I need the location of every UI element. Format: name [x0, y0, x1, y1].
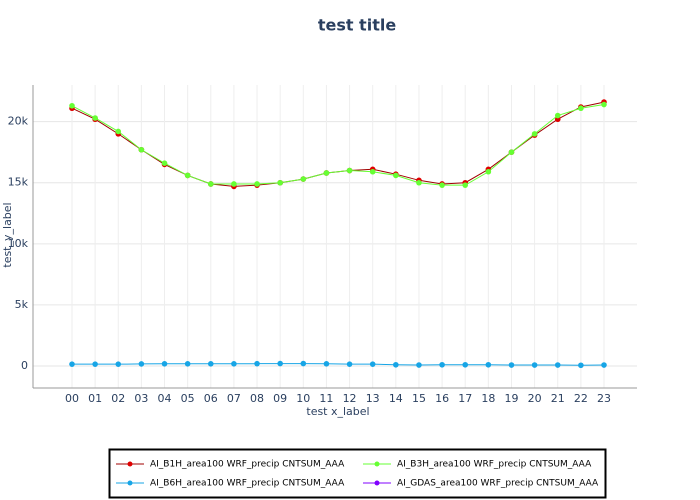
legend-label: AI_B1H_area100 WRF_precip CNTSUM_AAA — [150, 460, 345, 470]
x-tick-label: 02 — [111, 392, 125, 405]
series-point — [138, 146, 145, 153]
series-point — [346, 361, 353, 367]
series-point — [161, 160, 168, 166]
y-tick-label: 0 — [21, 359, 28, 372]
plot-area — [69, 99, 607, 369]
series-point — [323, 361, 330, 367]
y-axis-label: test_y_label — [1, 202, 14, 267]
series-point — [508, 362, 515, 368]
series-point — [369, 168, 376, 175]
series-point — [531, 362, 538, 368]
x-tick-label: 15 — [412, 392, 426, 405]
legend-marker — [127, 480, 133, 486]
series-point — [138, 361, 145, 367]
series-point — [115, 361, 122, 367]
series-point — [184, 361, 191, 367]
series-point — [554, 362, 561, 368]
x-tick-label: 19 — [504, 392, 518, 405]
x-tick-label: 14 — [389, 392, 403, 405]
series-point — [554, 112, 561, 119]
series-point — [300, 360, 307, 367]
series-point — [300, 176, 307, 182]
series-point — [207, 361, 214, 367]
x-tick-label: 12 — [343, 392, 357, 405]
x-tick-label: 00 — [65, 392, 79, 405]
series-line — [71, 101, 605, 187]
series-point — [485, 168, 492, 175]
grid: 0 5k 10k 15k 20k 00 01 02 03 04 05 06 07 08 09 10 11 12 13… — [8, 85, 637, 405]
series-point — [161, 361, 168, 367]
series-point — [115, 128, 122, 135]
series-point — [254, 181, 260, 187]
legend: AI_B1H_area100 WRF_precip CNTSUM_AAA AI_B… — [108, 448, 607, 499]
series-point — [277, 179, 283, 186]
y-tick-label: 20k — [8, 115, 29, 128]
series-point — [601, 101, 607, 108]
x-tick-label: 01 — [88, 392, 102, 405]
series-point — [485, 361, 492, 368]
series-point — [231, 181, 237, 187]
x-tick-label: 10 — [296, 392, 310, 405]
x-tick-label: 11 — [319, 392, 333, 405]
legend-marker — [127, 461, 133, 467]
x-tick-label: 17 — [458, 392, 472, 405]
series-point — [184, 172, 191, 179]
series-point — [231, 361, 237, 367]
series-point — [393, 361, 399, 368]
series-point — [439, 182, 445, 188]
x-tick-label: 21 — [551, 392, 565, 405]
x-axis-label: test x_label — [306, 405, 369, 418]
x-tick-label: 08 — [250, 392, 264, 405]
series-point — [92, 115, 98, 121]
series-point — [323, 170, 330, 176]
series-point — [578, 362, 584, 369]
y-tick-label: 15k — [8, 176, 29, 189]
chart-title: test title — [318, 16, 397, 35]
x-tick-label: 06 — [204, 392, 218, 405]
series-point — [531, 131, 538, 137]
series-point — [508, 149, 515, 155]
y-tick-label: 5k — [15, 298, 29, 311]
legend-label: AI_B6H_area100 WRF_precip CNTSUM_AAA — [150, 479, 345, 489]
series-point — [369, 361, 376, 367]
series-point — [416, 179, 422, 186]
series-point — [601, 362, 607, 368]
x-tick-label: 16 — [435, 392, 449, 405]
legend-box — [108, 448, 607, 499]
legend-label: AI_B3H_area100 WRF_precip CNTSUM_AAA — [397, 460, 592, 470]
series-point — [254, 360, 260, 367]
series-point — [207, 181, 214, 187]
x-tick-label: 13 — [366, 392, 380, 405]
x-tick-label: 22 — [574, 392, 588, 405]
series-point — [69, 102, 75, 109]
series-point — [92, 361, 98, 367]
series-point — [462, 182, 469, 188]
legend-marker — [374, 480, 380, 486]
legend-label: AI_GDAS_area100 WRF_precip CNTSUM_AAA — [397, 479, 599, 489]
series-point — [416, 362, 422, 368]
series-point — [393, 172, 399, 179]
series-point — [69, 361, 75, 367]
series-point — [578, 105, 584, 112]
series-line — [72, 363, 605, 366]
series-point — [462, 361, 469, 368]
x-tick-label: 18 — [481, 392, 495, 405]
x-tick-label: 07 — [227, 392, 241, 405]
x-tick-label: 09 — [273, 392, 287, 405]
x-tick-label: 23 — [597, 392, 611, 405]
series-point — [439, 361, 445, 368]
legend-marker — [374, 461, 380, 467]
series-point — [277, 360, 283, 367]
x-tick-label: 04 — [158, 392, 172, 405]
series-point — [346, 167, 353, 174]
x-tick-label: 20 — [528, 392, 542, 405]
x-tick-label: 05 — [181, 392, 195, 405]
y-tick-label: 10k — [8, 237, 29, 250]
x-tick-label: 03 — [134, 392, 148, 405]
series-line — [71, 104, 605, 186]
